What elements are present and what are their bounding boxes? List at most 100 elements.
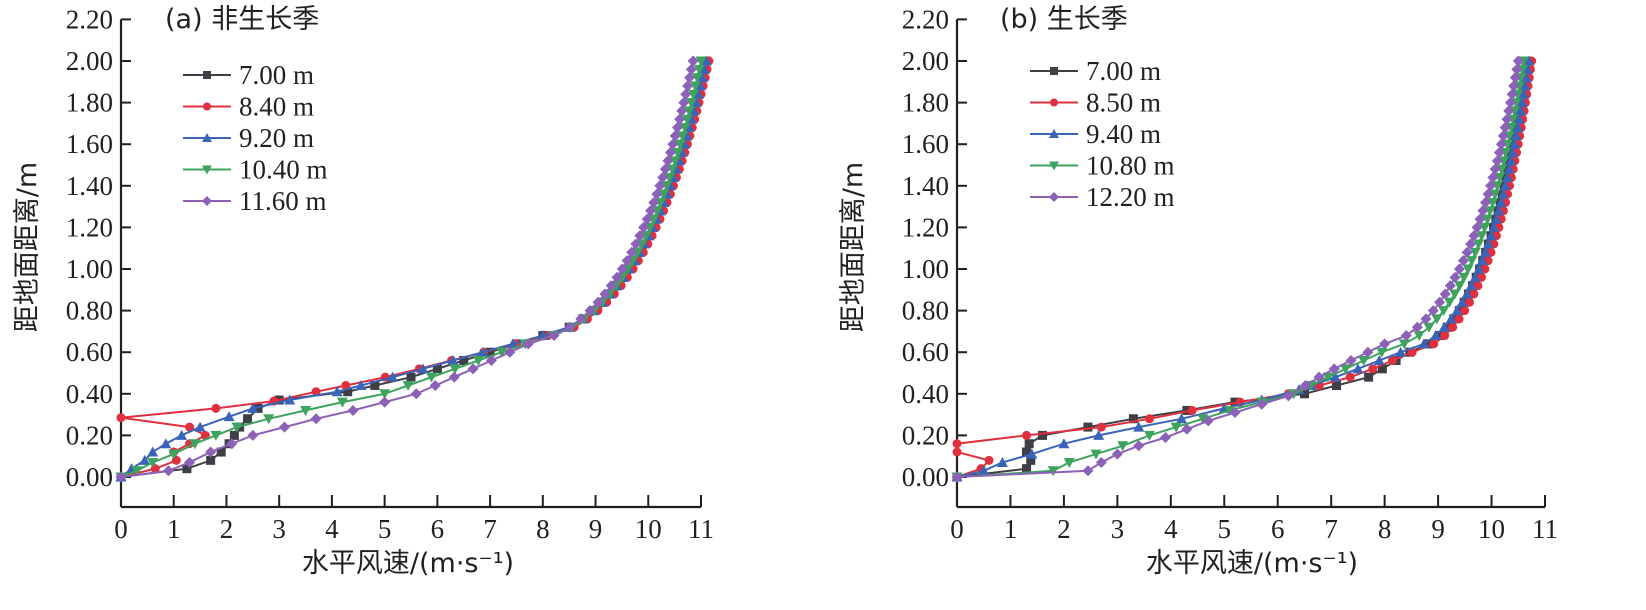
data-point <box>1128 414 1138 424</box>
data-point <box>206 455 216 465</box>
data-point <box>229 430 239 440</box>
y-tick-label: 0.20 <box>66 420 113 450</box>
data-point <box>996 456 1008 467</box>
data-point <box>659 163 671 175</box>
y-tick-label: 1.20 <box>902 212 949 242</box>
data-point <box>1187 405 1197 415</box>
data-point <box>641 213 653 225</box>
data-point <box>599 288 611 300</box>
data-point <box>1491 155 1503 167</box>
data-point <box>984 455 994 465</box>
data-point <box>1411 321 1423 333</box>
data-point <box>147 446 159 457</box>
data-point <box>1133 421 1145 432</box>
data-point <box>347 404 359 416</box>
data-point <box>695 56 707 67</box>
y-tick-label: 1.40 <box>66 171 113 201</box>
data-point <box>638 221 650 233</box>
data-point <box>1358 356 1370 367</box>
data-point <box>387 371 399 382</box>
data-point <box>1181 423 1193 435</box>
data-point <box>1512 55 1524 67</box>
plot-area <box>951 55 1537 483</box>
data-point <box>672 148 684 159</box>
data-point <box>1484 206 1496 217</box>
data-point <box>1313 371 1325 383</box>
data-point <box>1504 97 1516 109</box>
data-point <box>1063 457 1075 468</box>
data-point <box>1144 414 1154 424</box>
data-point <box>1493 147 1505 159</box>
legend-item: 7.00 m <box>183 60 314 90</box>
series-11-60-m <box>115 55 699 483</box>
data-point <box>1364 372 1374 382</box>
data-point <box>1451 305 1463 316</box>
legend-marker-diamond-icon <box>1049 192 1059 202</box>
x-tick-label: 2 <box>1057 514 1071 544</box>
data-point <box>1434 296 1446 308</box>
data-point <box>694 80 706 91</box>
data-point <box>1224 405 1236 416</box>
data-point <box>247 429 259 441</box>
data-point <box>1438 321 1450 332</box>
data-point <box>1516 97 1528 108</box>
y-tick-label: 0.80 <box>66 296 113 326</box>
data-point <box>1518 88 1530 99</box>
data-point <box>485 355 497 367</box>
series-line <box>956 60 1525 478</box>
data-point <box>1473 281 1483 291</box>
data-point <box>1299 389 1309 399</box>
data-point <box>1495 196 1507 207</box>
data-point <box>1499 122 1511 134</box>
data-point <box>1508 80 1520 92</box>
data-point <box>1021 430 1031 440</box>
data-point <box>1229 407 1241 419</box>
data-point <box>1095 456 1107 468</box>
data-point <box>1476 255 1488 266</box>
data-point <box>1345 355 1357 367</box>
x-tick-label: 4 <box>1164 514 1178 544</box>
legend: 7.00 m8.40 m9.20 m10.40 m11.60 m <box>183 60 328 216</box>
x-tick-label: 7 <box>483 514 497 544</box>
data-point <box>677 131 689 142</box>
data-point <box>139 454 151 465</box>
legend-item: 10.80 m <box>1030 151 1175 181</box>
y-tick-label: 2.00 <box>66 46 113 76</box>
legend-item: 11.60 m <box>183 186 327 216</box>
panel-title: (b) 生长季 <box>1000 4 1128 35</box>
data-point <box>1082 465 1094 477</box>
data-point <box>1500 148 1512 159</box>
data-point <box>160 438 172 449</box>
legend-label: 9.40 m <box>1086 119 1161 149</box>
data-point <box>1021 447 1031 457</box>
data-point <box>226 438 238 450</box>
x-tick-label: 11 <box>1532 514 1558 544</box>
data-point <box>1509 72 1521 84</box>
data-point <box>1454 314 1464 324</box>
data-point <box>952 447 962 457</box>
legend-label: 12.20 m <box>1086 182 1175 212</box>
data-point <box>692 88 704 99</box>
data-point <box>115 471 127 483</box>
data-point <box>978 465 990 476</box>
data-point <box>1329 371 1341 382</box>
series-7-00-m <box>952 56 1531 482</box>
data-point <box>1387 356 1397 366</box>
data-point <box>1456 296 1468 307</box>
data-point <box>1133 440 1145 452</box>
data-point <box>1469 271 1481 282</box>
data-point <box>564 321 576 333</box>
data-point <box>1509 138 1521 149</box>
data-point <box>263 414 275 425</box>
data-point <box>211 403 221 413</box>
data-point <box>1489 163 1501 175</box>
y-tick-label: 1.60 <box>902 129 949 159</box>
data-point <box>584 305 596 317</box>
data-point <box>1439 288 1451 300</box>
data-point <box>1377 364 1387 374</box>
y-tick-label: 0.20 <box>902 420 949 450</box>
y-tick-label: 0.80 <box>902 296 949 326</box>
data-point <box>1395 346 1407 357</box>
data-point <box>1448 322 1458 332</box>
data-point <box>343 387 353 397</box>
